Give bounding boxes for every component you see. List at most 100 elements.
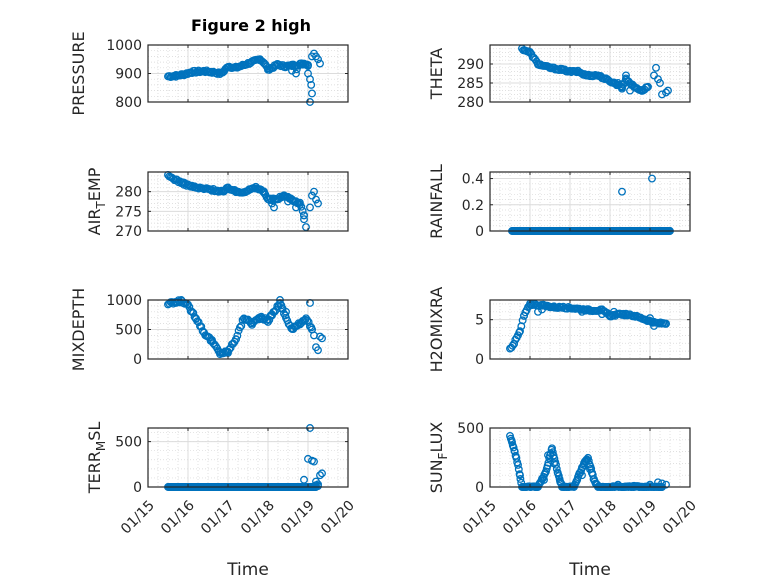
data-point	[185, 181, 194, 190]
data-point	[316, 471, 324, 480]
data-point	[280, 309, 288, 318]
y-tick-label: 0	[475, 480, 484, 496]
data-point	[284, 197, 292, 206]
data-point	[654, 75, 662, 84]
y-tick-label: 270	[115, 224, 142, 240]
data-point	[584, 457, 593, 465]
data-point	[508, 438, 516, 447]
data-point	[618, 187, 626, 196]
data-point	[646, 480, 654, 489]
y-axis-label: H2OMIXRA	[427, 287, 446, 373]
data-point	[614, 480, 622, 489]
data-point	[654, 478, 662, 487]
data-point	[318, 334, 326, 343]
x-tick-label: 01/15	[460, 498, 500, 538]
y-axis-label: PRESSURE	[69, 31, 88, 115]
y-tick-label: 0.2	[462, 198, 484, 214]
data-point	[310, 187, 318, 196]
y-axis-label: SUNFLUX	[427, 422, 450, 494]
y-tick-label: 280	[115, 185, 142, 201]
y-tick-label: 1000	[106, 38, 142, 54]
x-tick-label: 01/17	[198, 498, 238, 538]
data-point	[534, 307, 542, 316]
data-point	[233, 331, 242, 340]
y-axis-label: TERRMSL	[85, 422, 108, 495]
y-axis-label: THETA	[427, 48, 446, 100]
subplot-sun-flux: 0 500 SUNFLUX 01/15 01/16 01/17 01/18 01/19 01/2…	[427, 421, 700, 580]
data-point	[658, 90, 666, 99]
y-tick-label: 0	[475, 352, 484, 368]
x-tick-label: 01/19	[620, 498, 660, 538]
y-tick-label: 500	[115, 435, 142, 451]
y-axis-label: RAINFALL	[427, 164, 446, 239]
x-tick-label: 01/20	[318, 498, 358, 538]
subplot-rainfall: 0 0.2 0.4 RAINFALL	[427, 164, 691, 240]
data-point	[516, 471, 524, 480]
data-point	[642, 316, 650, 325]
subplot-theta: 280 285 290 THETA	[427, 44, 691, 111]
data-point	[300, 475, 308, 484]
data-point	[518, 316, 527, 325]
data-point	[656, 79, 664, 87]
data-point	[662, 319, 670, 328]
y-tick-label: 0	[133, 352, 142, 368]
data-point	[312, 481, 320, 490]
data-point	[292, 65, 301, 74]
y-tick-label: 800	[115, 95, 142, 111]
y-tick-label: 275	[115, 204, 142, 220]
data-point	[622, 71, 630, 80]
y-tick-label: 0.4	[462, 172, 484, 188]
data-point	[578, 307, 586, 316]
axes-background	[490, 172, 690, 231]
data-point	[310, 457, 318, 466]
x-tick-label: 01/18	[238, 498, 278, 538]
data-point	[509, 443, 518, 452]
x-tick-label: 01/18	[580, 498, 620, 538]
data-point	[300, 215, 308, 224]
data-point	[548, 444, 556, 453]
y-tick-label: 0	[133, 480, 142, 496]
data-point	[270, 203, 278, 212]
axes-frame	[489, 171, 691, 232]
data-point	[664, 86, 672, 95]
data-point	[300, 211, 308, 220]
y-tick-label: 500	[115, 323, 142, 339]
x-tick-label: 01/16	[158, 498, 198, 538]
data-point	[610, 307, 618, 316]
data-point	[630, 481, 638, 490]
data-point	[516, 475, 525, 483]
x-axis-label: Time	[568, 560, 611, 580]
data-point	[538, 305, 546, 314]
data-point	[512, 453, 521, 462]
data-point	[644, 82, 652, 91]
axes-frame	[489, 299, 691, 360]
x-tick-label: 01/19	[278, 498, 318, 538]
y-axis-label: MIXDEPTH	[69, 288, 88, 371]
data-point	[588, 468, 596, 477]
data-point	[316, 59, 324, 68]
data-point	[646, 314, 654, 323]
data-point	[648, 174, 656, 183]
axes-frame	[147, 171, 349, 232]
data-point	[236, 323, 244, 332]
data-point	[232, 335, 240, 344]
data-point	[578, 471, 586, 480]
axes-frame	[489, 44, 691, 103]
y-tick-label: 285	[457, 76, 484, 92]
data-point	[302, 223, 310, 232]
data-point	[318, 469, 326, 478]
data-point	[650, 322, 658, 330]
data-point	[618, 84, 626, 93]
data-point	[307, 80, 316, 89]
axes-frame	[489, 427, 691, 488]
x-tick-label: 01/17	[540, 498, 580, 538]
data-point	[292, 203, 300, 212]
x-tick-label: 01/16	[500, 498, 540, 538]
y-tick-label: 1000	[106, 293, 142, 309]
data-point	[282, 307, 290, 316]
data-point	[298, 207, 307, 215]
y-tick-label: 5	[475, 313, 484, 329]
data-point	[540, 475, 548, 484]
y-tick-label: 500	[457, 421, 484, 437]
